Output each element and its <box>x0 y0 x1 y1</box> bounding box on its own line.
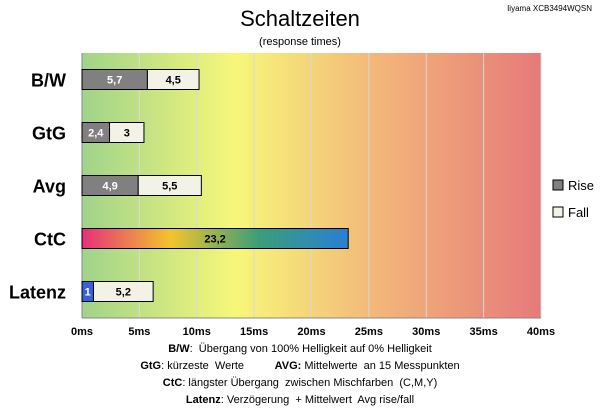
x-tick-label: 0ms <box>71 326 93 338</box>
chart-title: Schaltzeiten <box>240 6 360 31</box>
x-tick-label: 20ms <box>297 326 325 338</box>
footnote-line: Latenz: Verzögerung + Mittelwert Avg ris… <box>0 394 600 406</box>
bar-fall <box>137 175 202 196</box>
data-label-fall: 5,2 <box>116 287 131 299</box>
footnote-text: : Verzögerung + Mittelwert Avg rise/fall <box>220 394 415 406</box>
data-label-rise: 23,2 <box>204 234 225 246</box>
y-category-label: Latenz <box>9 283 66 303</box>
x-tick-label: 30ms <box>412 326 440 338</box>
y-category-label: GtG <box>32 124 66 144</box>
data-label-fall: 4,5 <box>166 75 181 87</box>
data-label-rise: 5,7 <box>107 75 122 87</box>
data-label-rise: 1 <box>85 287 91 299</box>
footnote-term: CtC <box>162 377 183 389</box>
footnote-line: GtG: kürzeste Werte AVG: Mittelwerte an … <box>0 360 600 372</box>
x-tick-label: 10ms <box>183 326 211 338</box>
footnote-text: Mittelwerte an 15 Messpunkten <box>301 360 460 372</box>
footnote-line: B/W: Übergang von 100% Helligkeit auf 0%… <box>0 343 600 355</box>
footnote-term: AVG: <box>274 360 302 372</box>
bar-rise <box>81 228 349 249</box>
data-label-rise: 4,9 <box>102 181 117 193</box>
x-tick-label: 25ms <box>355 326 383 338</box>
bar-fall <box>92 281 154 302</box>
footnote-line: CtC: längster Übergang zwischen Mischfar… <box>0 377 600 389</box>
x-tick-label: 40ms <box>527 326 555 338</box>
y-category-label: Avg <box>33 177 66 197</box>
legend-label: Fall <box>568 205 589 220</box>
x-tick-label: 35ms <box>470 326 498 338</box>
bar-fall <box>109 122 145 143</box>
x-tick-label: 15ms <box>240 326 268 338</box>
footnote-term: Latenz <box>185 394 221 406</box>
footnote-term: B/W <box>168 343 190 355</box>
legend-label: Rise <box>568 178 594 193</box>
monitor-model: Iiyama XCB3494WQSN <box>507 4 592 13</box>
footnote-term: GtG <box>140 360 162 372</box>
y-category-label: CtC <box>34 230 66 250</box>
data-label-fall: 3 <box>124 128 130 140</box>
bar-fall <box>146 69 200 90</box>
x-tick-label: 5ms <box>128 326 150 338</box>
footnote-text: : Übergang von 100% Helligkeit auf 0% He… <box>189 343 432 355</box>
data-label-rise: 2,4 <box>88 128 104 140</box>
footnote-text: : längster Übergang zwischen Mischfarben… <box>182 377 438 389</box>
data-label-fall: 5,5 <box>162 181 177 193</box>
legend-swatch <box>552 179 564 191</box>
footnote-text: : kürzeste Werte <box>161 360 275 372</box>
y-category-label: B/W <box>31 71 66 91</box>
chart-subtitle: (response times) <box>259 36 341 48</box>
legend-swatch <box>552 206 564 218</box>
